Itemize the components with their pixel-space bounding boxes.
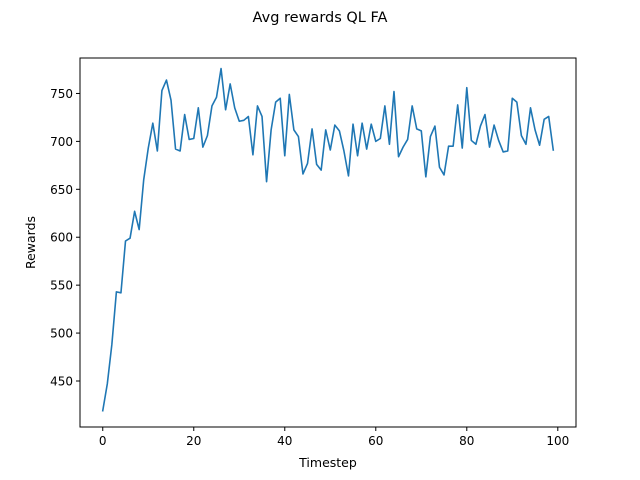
series-line-0 (101, 67, 555, 412)
x-tick-label: 20 (186, 434, 201, 448)
chart-title: Avg rewards QL FA (253, 10, 388, 26)
axes-frame (79, 57, 577, 428)
x-tick-label: 100 (546, 434, 569, 448)
x-tick-label: 40 (277, 434, 292, 448)
x-axis-label: Timestep (298, 455, 357, 470)
y-axis: 450 500 550 600 650 700 750 (50, 87, 80, 388)
x-tick-label: 80 (459, 434, 474, 448)
y-tick-label: 700 (50, 135, 73, 149)
y-tick-label: 500 (50, 327, 73, 341)
x-tick-label: 0 (99, 434, 107, 448)
y-tick-label: 600 (50, 231, 73, 245)
x-axis: 0 20 40 60 80 100 (99, 427, 569, 448)
y-tick-label: 550 (50, 279, 73, 293)
y-tick-label: 650 (50, 183, 73, 197)
x-tick-label: 60 (368, 434, 383, 448)
y-tick-label: 450 (50, 374, 73, 388)
plot-area (101, 67, 555, 412)
y-axis-label: Rewards (23, 216, 38, 269)
y-tick-label: 750 (50, 87, 73, 101)
